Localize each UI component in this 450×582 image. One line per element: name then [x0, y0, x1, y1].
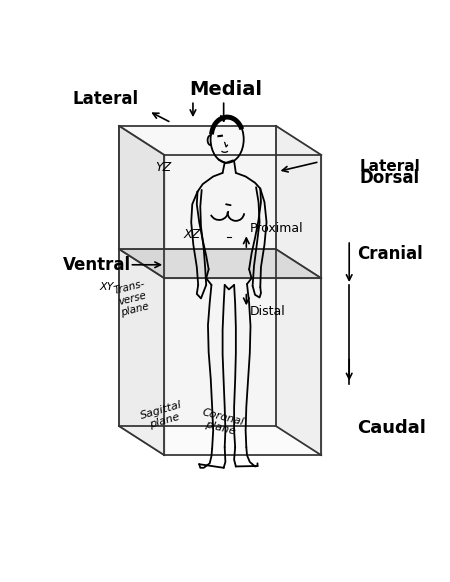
Text: XY: XY: [100, 282, 114, 292]
Text: Lateral: Lateral: [72, 90, 138, 108]
Text: Ventral: Ventral: [63, 255, 130, 274]
Polygon shape: [276, 126, 321, 455]
Polygon shape: [119, 126, 276, 426]
Polygon shape: [119, 249, 321, 278]
Text: Coronal
plane: Coronal plane: [198, 407, 245, 438]
Text: Dorsal: Dorsal: [360, 169, 420, 187]
Polygon shape: [119, 126, 164, 455]
Text: YZ: YZ: [156, 161, 172, 173]
Text: Distal: Distal: [250, 306, 286, 318]
Text: XZ: XZ: [184, 228, 201, 241]
Text: Cranial: Cranial: [357, 244, 423, 262]
Polygon shape: [164, 155, 321, 455]
Text: Medial: Medial: [189, 80, 262, 98]
Text: Trans-
verse
plane: Trans- verse plane: [113, 278, 152, 318]
Text: Caudal: Caudal: [357, 420, 426, 437]
Text: Sagittal
plane: Sagittal plane: [139, 399, 186, 432]
Text: Lateral: Lateral: [360, 159, 420, 173]
Text: Proximal: Proximal: [250, 222, 303, 236]
Polygon shape: [119, 126, 164, 278]
